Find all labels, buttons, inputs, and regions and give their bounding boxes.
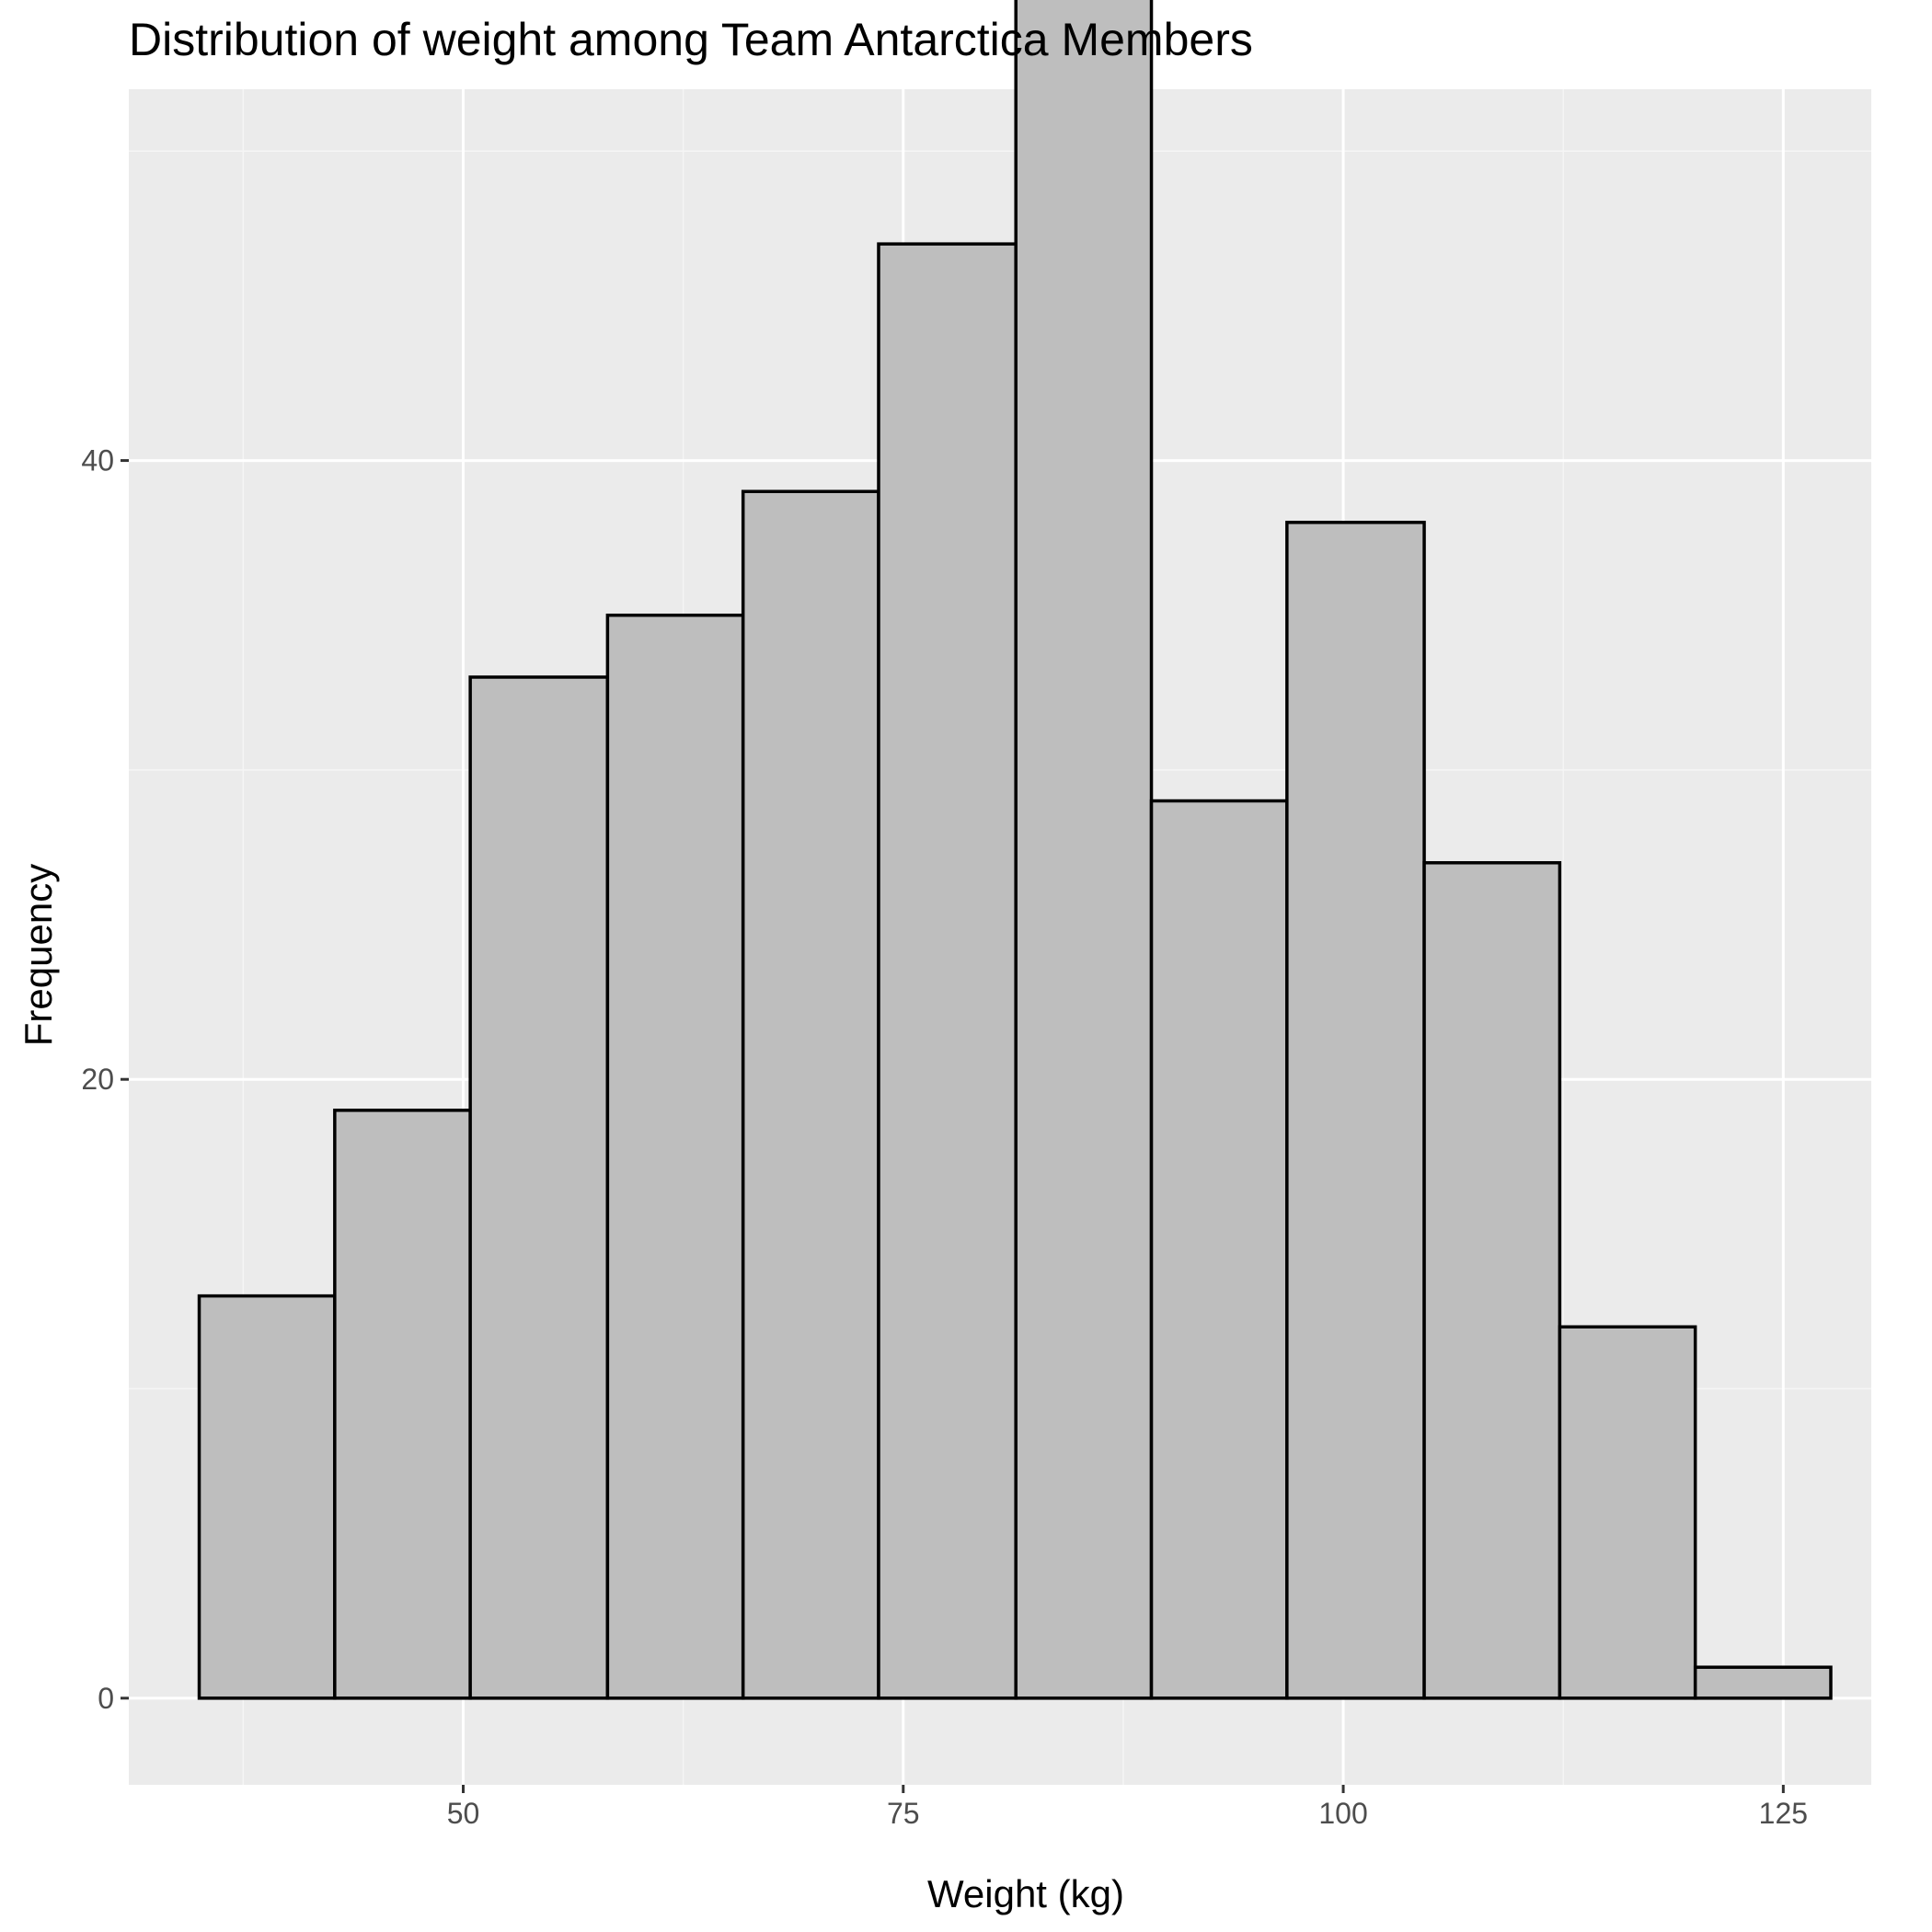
histogram-bar [1422, 861, 1562, 1700]
y-tick-label: 20 [81, 1063, 114, 1096]
x-tick-label: 100 [1318, 1797, 1367, 1830]
histogram-bar [1558, 1325, 1697, 1700]
histogram-bar [877, 242, 1018, 1700]
histogram-bar [1014, 0, 1154, 1700]
y-tick-label: 40 [81, 444, 114, 477]
histogram-bar [197, 1294, 337, 1700]
x-tick-label: 125 [1759, 1797, 1808, 1830]
chart-title: Distribution of weight among Team Antarc… [129, 14, 1253, 65]
x-axis-title: Weight (kg) [927, 1872, 1124, 1915]
histogram-bar [468, 675, 610, 1700]
y-tick-label: 0 [98, 1682, 114, 1715]
histogram-bar [605, 613, 745, 1700]
histogram-bar [741, 489, 880, 1700]
histogram-bar [333, 1109, 472, 1700]
histogram-bar [1149, 799, 1289, 1700]
histogram-bar [1285, 521, 1426, 1700]
x-axis: 50 75 100 125 [447, 1785, 1808, 1830]
histogram-bars [197, 0, 1833, 1700]
x-tick-label: 50 [447, 1797, 480, 1830]
x-tick-label: 75 [887, 1797, 920, 1830]
histogram-bar [1693, 1665, 1833, 1700]
y-axis-title: Frequency [17, 864, 60, 1046]
y-axis: 0 20 40 [81, 444, 129, 1715]
